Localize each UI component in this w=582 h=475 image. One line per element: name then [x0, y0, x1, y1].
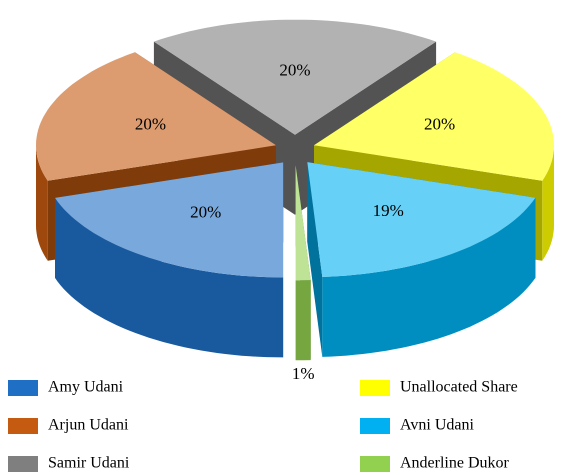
legend-label: Unallocated Share	[400, 379, 518, 396]
legend-label: Avni Udani	[400, 417, 474, 434]
slice-wall	[322, 197, 536, 357]
data-label: 20%	[279, 60, 310, 79]
data-label: 20%	[135, 115, 166, 134]
slice-wall	[36, 145, 48, 261]
slice	[314, 52, 554, 181]
slice	[153, 19, 437, 135]
legend-label: Anderline Dukor	[400, 455, 510, 472]
slice-side	[307, 162, 323, 357]
slice-wall	[55, 197, 284, 358]
legend-swatch	[360, 418, 390, 434]
legend-swatch	[8, 418, 38, 434]
data-label: 19%	[373, 201, 404, 220]
legend-swatch	[360, 380, 390, 396]
data-label: 1%	[292, 364, 315, 383]
slice	[36, 52, 276, 181]
legend-label: Arjun Udani	[48, 417, 129, 434]
slice	[307, 162, 536, 277]
legend-swatch	[8, 380, 38, 396]
legend-label: Samir Udani	[48, 455, 130, 472]
slice	[295, 165, 311, 281]
slice	[55, 162, 284, 278]
legend-swatch	[8, 456, 38, 472]
legend-swatch	[360, 456, 390, 472]
slice-wall	[295, 280, 311, 361]
data-label: 20%	[424, 115, 455, 134]
slice-wall	[542, 145, 554, 261]
legend-label: Amy Udani	[48, 379, 124, 396]
data-label: 20%	[190, 202, 221, 221]
